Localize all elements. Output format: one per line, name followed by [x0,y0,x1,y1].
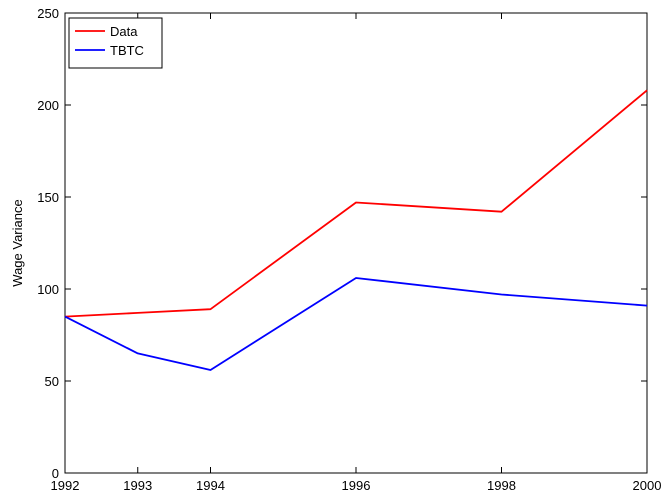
plot-area [64,12,648,474]
x-tick-label: 1992 [51,478,80,493]
legend-label-data: Data [110,24,138,39]
legend-box [68,17,163,69]
y-tick-label: 0 [52,466,59,481]
series-lines [64,89,648,371]
series-line-tbtc [64,277,648,371]
x-tick-label: 1998 [487,478,516,493]
x-tick-label: 1996 [342,478,371,493]
y-tick-label: 50 [45,374,59,389]
legend-label-tbtc: TBTC [110,43,144,58]
x-tick-label: 1993 [123,478,152,493]
y-axis: 0 50 100 150 200 250 [37,6,647,481]
y-tick-label: 200 [37,98,59,113]
x-tick-label: 1994 [196,478,225,493]
y-axis-title: Wage Variance [10,199,25,286]
x-tick-label: 2000 [633,478,662,493]
x-axis: 1992 1993 1994 1996 1998 2000 [51,13,662,493]
series-line-data [64,89,648,318]
y-tick-label: 150 [37,190,59,205]
legend: Data TBTC [68,17,163,69]
y-tick-label: 100 [37,282,59,297]
y-tick-label: 250 [37,6,59,21]
